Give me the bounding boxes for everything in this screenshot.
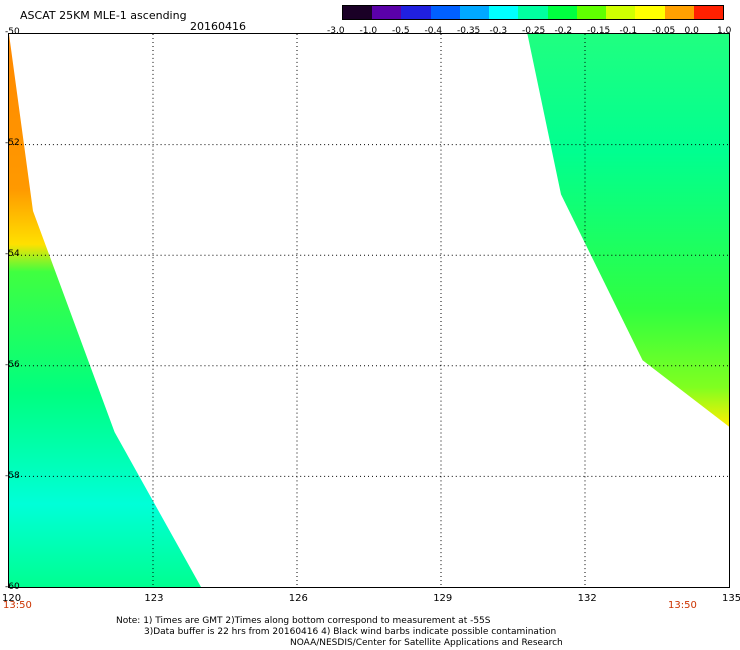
colorbar-segment: [430, 6, 460, 19]
time-label-right: 13:50: [668, 600, 697, 611]
colorbar-tick-label: -3.0: [327, 26, 345, 36]
lon-tick-label: 126: [288, 593, 308, 604]
swath-east: [527, 34, 729, 427]
colorbar-tick-label: -0.35: [457, 26, 481, 36]
lat-tick-label: -58: [5, 471, 20, 481]
lon-tick-label: 123: [144, 593, 164, 604]
colorbar-tick-label: -0.4: [424, 26, 443, 36]
colorbar-segment: [459, 6, 490, 19]
colorbar-tick-label: -0.25: [522, 26, 546, 36]
lon-tick-label: 129: [433, 593, 453, 604]
product-title: ASCAT 25KM MLE-1 ascending: [20, 9, 187, 22]
colorbar-segment: [576, 6, 607, 19]
colorbar: [342, 5, 724, 20]
time-label-left: 13:50: [3, 600, 32, 611]
colorbar-segment: [401, 6, 431, 19]
note-line-3: NOAA/NESDIS/Center for Satellite Applica…: [290, 638, 563, 648]
colorbar-tick-label: -0.15: [587, 26, 611, 36]
lat-tick-label: -56: [5, 360, 20, 370]
colorbar-segment: [606, 6, 636, 19]
colorbar-tick-label: -0.2: [554, 26, 573, 36]
colorbar-segment: [635, 6, 665, 19]
colorbar-segment: [664, 6, 694, 19]
swath-west: [9, 34, 201, 587]
colorbar-tick-label: -0.3: [489, 26, 508, 36]
lat-tick-label: -52: [5, 138, 20, 148]
colorbar-tick-label: -1.0: [359, 26, 378, 36]
lon-tick-label: 132: [577, 593, 597, 604]
colorbar-segment: [343, 6, 373, 19]
lon-tick-label: 120: [2, 593, 22, 604]
lat-tick-label: -50: [5, 27, 20, 37]
colorbar-tick-label: -0.5: [392, 26, 410, 36]
note-line-2: 3)Data buffer is 22 hrs from 20160416 4)…: [144, 627, 557, 637]
note-line-1: Note: 1) Times are GMT 2)Times along bot…: [116, 616, 491, 626]
colorbar-segment: [693, 6, 724, 19]
colorbar-tick-label: 1.0: [717, 26, 732, 36]
colorbar-tick-label: -0.05: [652, 26, 676, 36]
colorbar-segment: [547, 6, 577, 19]
lat-tick-label: -60: [5, 582, 20, 592]
colorbar-tick-label: 0.0: [684, 26, 699, 36]
lon-tick-label: 135: [722, 593, 740, 604]
product-date: 20160416: [190, 20, 246, 33]
map-plot: [8, 33, 730, 588]
colorbar-segment: [489, 6, 519, 19]
colorbar-segment: [372, 6, 402, 19]
colorbar-segment: [518, 6, 548, 19]
colorbar-tick-label: -0.1: [619, 26, 638, 36]
lat-tick-label: -54: [5, 249, 20, 259]
